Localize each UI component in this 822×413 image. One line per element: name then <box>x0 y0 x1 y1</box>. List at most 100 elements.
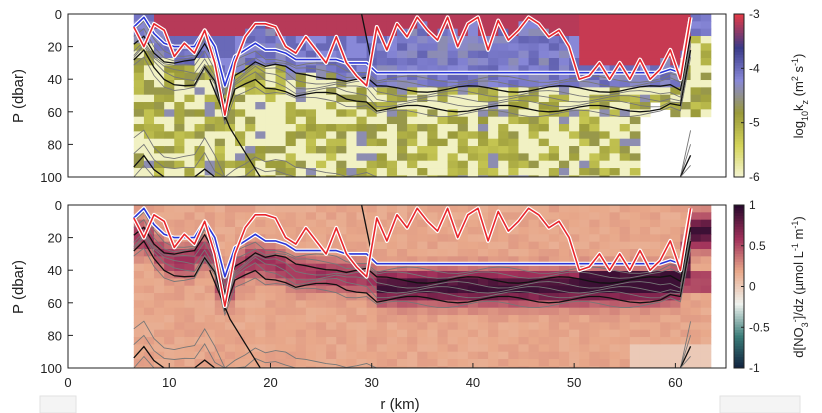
heatmap-cell <box>488 109 499 118</box>
colorbar-segment <box>734 218 744 222</box>
heatmap-cell <box>174 256 185 265</box>
colorbar-segment <box>734 109 744 113</box>
heatmap-cell <box>437 87 449 96</box>
heatmap-cell <box>204 278 216 287</box>
heatmap-cell <box>255 300 266 309</box>
heatmap-cell <box>467 14 479 22</box>
heatmap-cell <box>397 146 408 154</box>
heatmap-cell <box>538 21 550 30</box>
heatmap-cell <box>467 307 479 316</box>
heatmap-cell <box>437 329 449 338</box>
heatmap-cell <box>548 168 560 176</box>
heatmap-cell <box>366 36 378 44</box>
heatmap-cell <box>538 227 550 235</box>
heatmap-cell <box>386 285 398 294</box>
heatmap-cell <box>477 271 489 279</box>
heatmap-cell <box>143 249 155 257</box>
heatmap-cell <box>204 212 216 221</box>
heatmap-cell <box>579 124 590 132</box>
heatmap-cell <box>376 50 388 59</box>
heatmap-cell <box>184 293 196 301</box>
top-frame <box>67 13 727 178</box>
heatmap-cell <box>447 131 459 140</box>
heatmap-cell <box>488 124 499 132</box>
heatmap-cell <box>670 227 681 235</box>
heatmap-cell <box>285 366 297 368</box>
heatmap-cell <box>579 241 590 250</box>
heatmap-cell <box>356 146 368 154</box>
heatmap-cell <box>528 285 540 294</box>
heatmap-cell <box>295 65 307 74</box>
heatmap-cell <box>164 87 175 96</box>
heatmap-cell <box>639 337 651 345</box>
heatmap-cell <box>457 329 469 338</box>
heatmap-cell <box>386 256 398 265</box>
heatmap-cell <box>265 293 277 301</box>
heatmap-cell <box>690 359 702 367</box>
heatmap-cell <box>376 344 388 353</box>
heatmap-cell <box>609 28 621 37</box>
heatmap-cell <box>548 315 560 323</box>
heatmap-cell <box>508 138 519 147</box>
heatmap-cell <box>690 80 702 88</box>
heatmap-cell <box>336 175 347 177</box>
heatmap-cell <box>437 271 449 279</box>
heatmap-cell <box>700 109 712 118</box>
colorbar-segment <box>734 321 744 326</box>
heatmap-cell <box>285 87 297 96</box>
heatmap-cell <box>447 58 459 66</box>
heatmap-cell <box>164 80 175 88</box>
heatmap-cell <box>164 271 175 279</box>
heatmap-cell <box>386 80 398 88</box>
heatmap-cell <box>437 351 449 360</box>
heatmap-cell <box>326 65 337 74</box>
heatmap-cell <box>326 263 337 272</box>
heatmap-cell <box>528 271 540 279</box>
heatmap-cell <box>275 300 287 309</box>
heatmap-cell <box>356 300 368 309</box>
heatmap-cell <box>690 249 702 257</box>
y-tick-label: 100 <box>40 361 62 376</box>
heatmap-cell <box>427 285 438 294</box>
heatmap-cell <box>457 241 469 250</box>
heatmap-cell <box>599 315 611 323</box>
heatmap-cell <box>488 175 499 177</box>
heatmap-cell <box>305 212 317 221</box>
heatmap-cell <box>518 351 530 360</box>
heatmap-cell <box>224 21 236 30</box>
heatmap-cell <box>508 234 519 243</box>
colorbar-segment <box>734 338 744 342</box>
heatmap-cell <box>174 50 185 59</box>
heatmap-cell <box>477 278 489 287</box>
colorbar-segment <box>734 16 744 20</box>
heatmap-cell <box>569 175 580 177</box>
heatmap-cell <box>670 234 681 243</box>
heatmap-cell <box>407 307 418 316</box>
heatmap-cell <box>569 271 580 279</box>
heatmap-cell <box>619 21 631 30</box>
heatmap-cell <box>508 285 519 294</box>
heatmap-cell <box>336 285 347 294</box>
heatmap-cell <box>245 307 256 316</box>
heatmap-cell <box>214 124 226 132</box>
heatmap-cell <box>548 43 560 52</box>
heatmap-cell <box>548 109 560 118</box>
heatmap-cell <box>255 131 266 140</box>
heatmap-cell <box>265 300 277 309</box>
heatmap-cell <box>569 263 580 272</box>
heatmap-cell <box>417 160 428 169</box>
colorbar-segment <box>734 149 744 154</box>
heatmap-cell <box>670 212 681 221</box>
heatmap-cell <box>690 351 702 360</box>
heatmap-cell <box>467 263 479 272</box>
heatmap-cell <box>629 249 641 257</box>
heatmap-cell <box>316 138 327 147</box>
heatmap-cell <box>629 366 641 368</box>
colorbar-segment <box>734 305 744 309</box>
heatmap-cell <box>295 322 307 331</box>
heatmap-cell <box>224 241 236 250</box>
heatmap-cell <box>366 271 378 279</box>
heatmap-cell <box>295 219 307 228</box>
y-tick-label: 20 <box>48 40 62 55</box>
heatmap-cell <box>204 109 216 118</box>
